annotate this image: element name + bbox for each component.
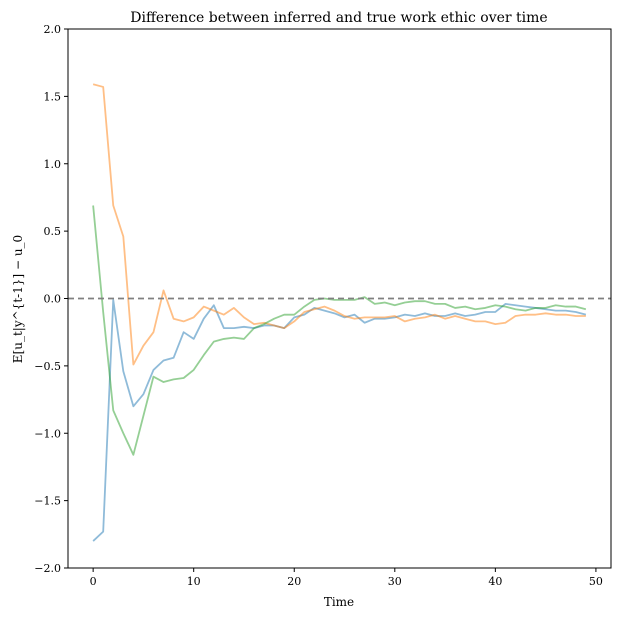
y-axis: −2.0 −1.5 −1.0 −0.5 0.0 0.5 1.0 1.5 2.0	[34, 23, 68, 575]
y-axis-label-text: E[u_t|y^{t-1}] − u_0	[11, 235, 25, 363]
y-tick-label: 2.0	[44, 23, 62, 36]
y-tick-label: −1.5	[34, 495, 61, 508]
series-line-2	[92, 83, 586, 366]
series-line-3	[92, 205, 587, 456]
series-line-1	[92, 298, 587, 542]
x-tick-label: 20	[287, 575, 301, 588]
x-axis: 0 10 20 30 40 50	[90, 568, 603, 588]
chart-title: Difference between inferred and true wor…	[130, 10, 547, 26]
x-tick-label: 40	[488, 575, 502, 588]
y-tick-label: 1.0	[44, 158, 62, 171]
x-tick-label: 10	[187, 575, 201, 588]
series-layer	[92, 83, 587, 542]
y-tick-label: 0.0	[44, 293, 62, 306]
x-tick-label: 30	[388, 575, 402, 588]
x-tick-label: 50	[589, 575, 603, 588]
x-tick-label: 0	[90, 575, 97, 588]
x-axis-label: Time	[324, 595, 354, 609]
y-tick-label: −2.0	[34, 562, 61, 575]
y-tick-label: 0.5	[44, 225, 62, 238]
y-tick-label: −0.5	[34, 360, 61, 373]
y-axis-label: E[u_t|y^{t-1}] − u_0	[11, 235, 25, 363]
y-tick-label: −1.0	[34, 427, 61, 440]
y-tick-label: 1.5	[44, 90, 62, 103]
